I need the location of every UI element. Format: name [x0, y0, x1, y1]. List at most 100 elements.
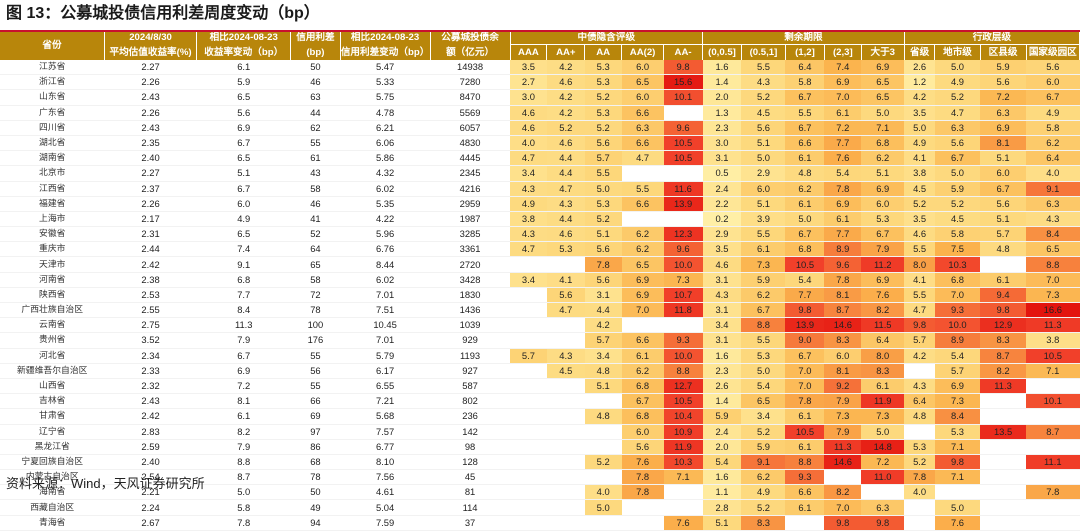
cell-yield-change: 6.7 — [196, 348, 291, 364]
table-header: 省份 2024/8/30 相比2024-08-23 信用利差 相比2024-08… — [0, 32, 1080, 60]
cell-term-change: 5.4 — [741, 378, 786, 395]
cell-spread-change: 10.45 — [340, 317, 431, 334]
cell-admin-change: 4.9 — [934, 74, 981, 91]
cell-admin-change: 7.1 — [1026, 363, 1080, 379]
cell-term-change: 7.3 — [861, 408, 905, 425]
cell-admin-change: 2.6 — [904, 60, 935, 76]
cell-term-change: 6.9 — [861, 60, 905, 76]
cell-term-change: 7.0 — [785, 363, 825, 379]
cell-balance: 3361 — [430, 241, 510, 258]
cell-rating-change: 7.3 — [663, 272, 703, 288]
cell-term-change: 7.2 — [824, 120, 862, 136]
cell-yield: 2.33 — [104, 363, 197, 379]
cell-balance: 927 — [430, 363, 510, 379]
cell-spread: 69 — [290, 408, 340, 425]
cell-yield: 2.43 — [104, 120, 197, 136]
cell-rating-change — [546, 408, 585, 425]
cell-rating-change: 7.8 — [584, 256, 622, 273]
cell-admin-change: 12.9 — [980, 317, 1027, 334]
cell-yield: 2.43 — [104, 393, 197, 410]
cell-spread: 44 — [290, 105, 340, 121]
cell-spread: 41 — [290, 211, 340, 228]
cell-yield-change: 8.1 — [196, 393, 291, 410]
cell-term-change: 5.2 — [741, 499, 786, 516]
cell-admin-change: 5.8 — [1026, 120, 1080, 136]
cell-spread: 64 — [290, 241, 340, 258]
cell-rating-change: 6.8 — [621, 408, 664, 425]
cell-admin-change: 6.4 — [1026, 150, 1080, 167]
cell-rating-change: 6.2 — [621, 241, 664, 258]
cell-rating-change: 5.3 — [584, 196, 622, 212]
cell-balance: 37 — [430, 515, 510, 531]
cell-term-change: 5.4 — [824, 165, 862, 182]
cell-rating-change — [584, 424, 622, 440]
table-row: 江西省 2.37 6.7 58 6.02 4216 4.3 4.7 5.0 5.5 11.6 2.4 6… — [0, 181, 1080, 197]
cell-rating-change — [546, 454, 585, 471]
cell-term-change: 14.6 — [824, 317, 862, 334]
cell-province: 河南省 — [0, 272, 105, 288]
header-yield-change-sub: 收益率变动（bp） — [196, 44, 292, 60]
spread-table: 省份 2024/8/30 相比2024-08-23 信用利差 相比2024-08… — [0, 32, 1080, 531]
cell-admin-change: 5.9 — [934, 181, 981, 197]
cell-spread-change: 4.32 — [340, 165, 431, 182]
cell-yield-change: 6.0 — [196, 196, 291, 212]
cell-province: 四川省 — [0, 120, 105, 136]
cell-term-change: 7.0 — [785, 378, 825, 395]
cell-term-change: 9.8 — [861, 515, 905, 531]
cell-province: 浙江省 — [0, 74, 105, 91]
cell-spread-change: 7.59 — [340, 515, 431, 531]
cell-term-change: 7.7 — [824, 135, 862, 152]
cell-admin-change: 8.8 — [1026, 256, 1080, 273]
cell-rating-change: 5.3 — [584, 105, 622, 121]
cell-spread: 55 — [290, 135, 340, 152]
cell-rating-change — [584, 469, 622, 486]
cell-province: 青海省 — [0, 515, 105, 531]
cell-province: 内蒙古自治区 — [0, 469, 105, 486]
cell-admin-change: 4.3 — [904, 378, 935, 395]
cell-admin-change: 3.5 — [904, 105, 935, 121]
cell-spread: 46 — [290, 74, 340, 91]
cell-rating-change: 4.8 — [584, 363, 622, 379]
cell-admin-change: 5.7 — [980, 226, 1027, 243]
cell-rating-change: 4.7 — [546, 302, 585, 319]
cell-rating-change — [621, 499, 664, 516]
cell-spread-change: 7.51 — [340, 302, 431, 319]
cell-admin-change — [904, 363, 935, 379]
cell-admin-change — [904, 424, 935, 440]
cell-term-change: 8.3 — [741, 515, 786, 531]
header-balance: 公募城投债余 — [430, 32, 511, 45]
cell-spread-change: 6.21 — [340, 120, 431, 136]
cell-province: 吉林省 — [0, 393, 105, 410]
cell-balance: 4216 — [430, 181, 510, 197]
cell-term-change: 6.7 — [741, 302, 786, 319]
header-rating-aa-plus: AA+ — [546, 44, 586, 60]
table-row: 山西省 2.32 7.2 55 6.55 587 5.1 6.8 12.7 2.6 5.4 7.0 9.… — [0, 378, 1080, 395]
cell-admin-change: 9.8 — [904, 317, 935, 334]
cell-term-change: 8.2 — [824, 484, 862, 501]
cell-admin-change: 11.3 — [980, 378, 1027, 395]
cell-rating-change — [546, 332, 585, 349]
cell-yield: 2.53 — [104, 287, 197, 304]
cell-admin-change: 6.4 — [904, 393, 935, 410]
cell-term-change: 2.0 — [702, 89, 742, 106]
table-row: 内蒙古自治区 2.54 8.7 78 7.56 45 7.8 7.1 1.6 6.2 9.3 11.0… — [0, 469, 1080, 486]
cell-admin-change: 5.4 — [934, 348, 981, 364]
cell-rating-change: 5.5 — [621, 181, 664, 197]
cell-spread: 50 — [290, 484, 340, 501]
cell-rating-change: 5.3 — [584, 74, 622, 91]
cell-rating-change: 4.4 — [546, 211, 585, 228]
cell-term-change: 6.3 — [861, 499, 905, 516]
cell-rating-change — [510, 484, 547, 501]
cell-term-change: 6.7 — [785, 348, 825, 364]
cell-province: 湖南省 — [0, 150, 105, 167]
cell-admin-change: 9.4 — [980, 287, 1027, 304]
cell-term-change: 6.8 — [861, 135, 905, 152]
cell-admin-change: 9.3 — [934, 302, 981, 319]
cell-spread-change: 5.47 — [340, 60, 431, 76]
cell-yield-change: 5.9 — [196, 74, 291, 91]
cell-province: 辽宁省 — [0, 424, 105, 440]
cell-admin-change — [980, 393, 1027, 410]
header-admin-city: 地市级 — [934, 44, 981, 60]
cell-spread-change: 4.61 — [340, 484, 431, 501]
cell-term-change: 6.1 — [785, 150, 825, 167]
